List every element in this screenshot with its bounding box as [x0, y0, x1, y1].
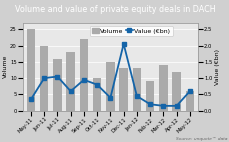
Y-axis label: Value (€bn): Value (€bn) — [214, 49, 218, 85]
Bar — [158, 65, 167, 111]
Y-axis label: Volume: Volume — [3, 55, 8, 78]
Text: Source: unquote™ data: Source: unquote™ data — [175, 137, 227, 141]
Text: Volume and value of private equity deals in DACH: Volume and value of private equity deals… — [15, 5, 214, 14]
Bar — [27, 29, 35, 111]
Bar — [40, 46, 48, 111]
Bar — [53, 59, 61, 111]
Bar — [79, 39, 88, 111]
Bar — [172, 72, 180, 111]
Bar — [145, 81, 154, 111]
Bar — [93, 78, 101, 111]
Bar — [66, 52, 75, 111]
Bar — [132, 68, 141, 111]
Bar — [106, 62, 114, 111]
Bar — [185, 91, 193, 111]
Bar — [119, 68, 127, 111]
Legend: Volume, Value (€bn): Volume, Value (€bn) — [90, 26, 172, 36]
